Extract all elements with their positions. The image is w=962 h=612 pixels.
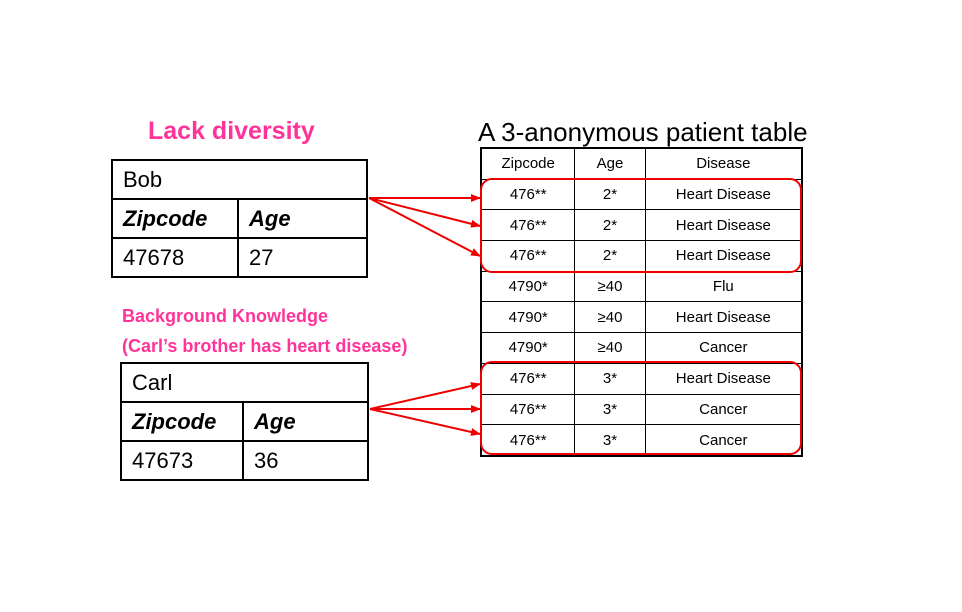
patient-row: 476** 3* Heart Disease: [480, 362, 803, 395]
carl-zipcode-value: 47673: [120, 440, 244, 481]
arrow-carl-row7: [369, 382, 481, 410]
arrow-carl-row9: [369, 408, 481, 436]
patient-cell-disease: Heart Disease: [644, 240, 803, 272]
lack-diversity-heading: Lack diversity: [148, 117, 315, 145]
bob-zipcode-header: Zipcode: [111, 198, 239, 239]
patient-cell-disease: Heart Disease: [644, 178, 803, 211]
carl-zipcode-header: Zipcode: [120, 401, 244, 442]
bob-age-header: Age: [237, 198, 368, 239]
patient-row: 476** 3* Cancer: [480, 424, 803, 457]
carl-age-value: 36: [242, 440, 369, 481]
arrow-bob-row3: [368, 197, 481, 257]
patient-cell-disease: Heart Disease: [644, 301, 803, 334]
patient-cell-zipcode: 476**: [480, 362, 576, 395]
patient-cell-zipcode: 476**: [480, 393, 576, 426]
patient-cell-age: 3*: [574, 393, 646, 426]
background-knowledge-note: (Carl’s brother has heart disease): [122, 336, 408, 356]
background-knowledge-heading: Background Knowledge: [122, 306, 329, 326]
patient-cell-zipcode: 4790*: [480, 270, 576, 303]
patient-cell-zipcode: 476**: [480, 424, 576, 457]
patient-table-title: A 3-anonymous patient table: [478, 117, 808, 147]
patient-table: Zipcode Age Disease 476** 2* Heart Disease…: [480, 147, 803, 457]
arrow-bob-row2: [368, 197, 481, 228]
patient-header-zipcode: Zipcode: [480, 147, 576, 180]
patient-header-disease: Disease: [644, 147, 803, 180]
patient-cell-age: ≥40: [574, 301, 646, 334]
patient-cell-disease: Heart Disease: [644, 362, 803, 395]
patient-row: 4790* ≥40 Heart Disease: [480, 301, 803, 334]
patient-cell-zipcode: 4790*: [480, 301, 576, 334]
patient-cell-age: 3*: [574, 362, 646, 395]
carl-name: Carl: [120, 362, 369, 403]
carl-record-table: Carl Zipcode Age 47673 36: [120, 362, 369, 481]
bob-record-table: Bob Zipcode Age 47678 27: [111, 159, 368, 278]
patient-cell-zipcode: 4790*: [480, 332, 576, 364]
bob-age-value: 27: [237, 237, 368, 278]
patient-cell-age: 2*: [574, 240, 646, 272]
patient-row: 476** 2* Heart Disease: [480, 240, 803, 272]
carl-age-header: Age: [242, 401, 369, 442]
patient-cell-disease: Cancer: [644, 424, 803, 457]
patient-cell-age: 3*: [574, 424, 646, 457]
bob-name: Bob: [111, 159, 368, 200]
patient-header-age: Age: [574, 147, 646, 180]
patient-cell-zipcode: 476**: [480, 209, 576, 242]
bob-zipcode-value: 47678: [111, 237, 239, 278]
